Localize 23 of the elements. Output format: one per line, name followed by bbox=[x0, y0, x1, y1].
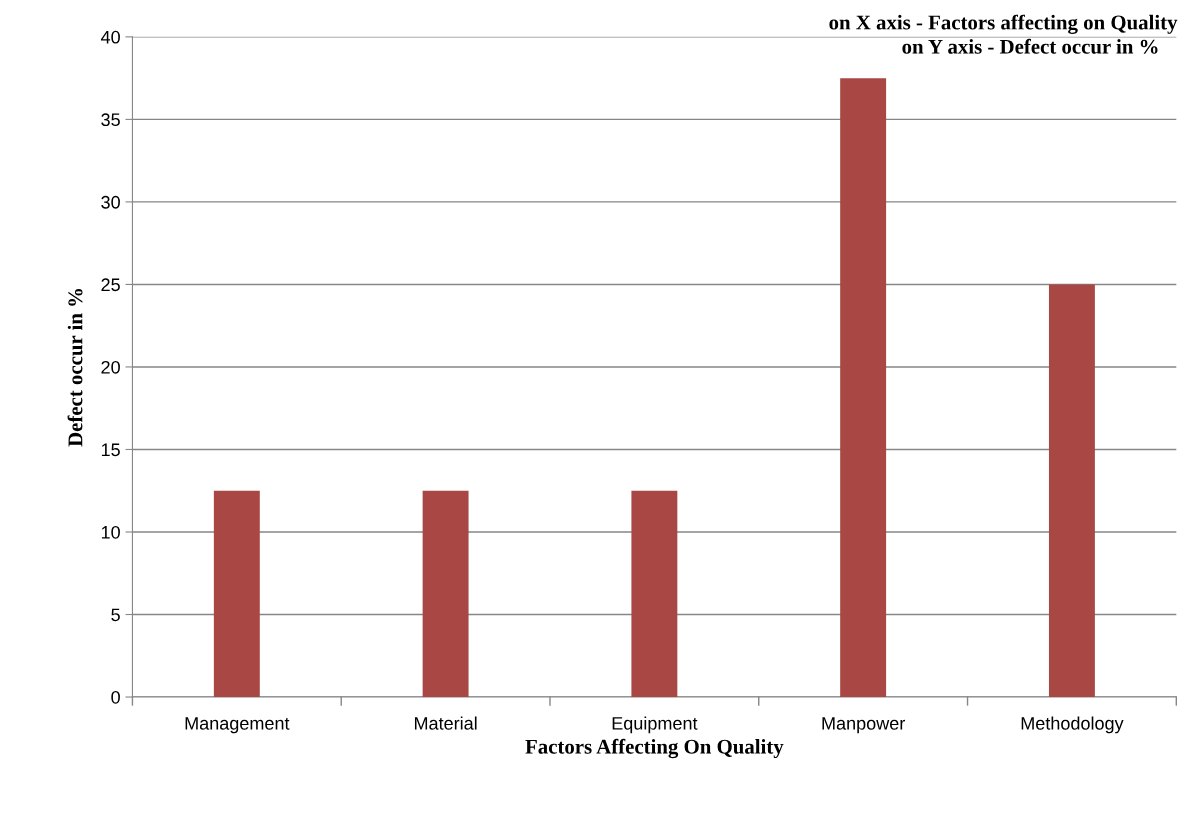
y-tick-label: 20 bbox=[101, 360, 120, 374]
y-tick-label: 10 bbox=[101, 525, 120, 539]
y-tick-label: 15 bbox=[101, 443, 120, 457]
y-tick-label: 30 bbox=[101, 195, 120, 209]
x-tick-label: Manpower bbox=[822, 717, 905, 734]
bar bbox=[213, 490, 260, 698]
y-tick-label: 40 bbox=[100, 30, 120, 44]
y-tick-label: 0 bbox=[111, 690, 120, 704]
text: on X axis - Factors affecting on Quality bbox=[829, 14, 1178, 34]
y-tick-label: 35 bbox=[101, 113, 120, 127]
bar bbox=[840, 78, 887, 698]
bar bbox=[422, 490, 469, 698]
x-tick-label: Methodology bbox=[1021, 716, 1124, 734]
y-axis-title: Defect occur in % bbox=[67, 288, 83, 447]
x-axis-title: Factors Affecting On Quality bbox=[525, 738, 784, 759]
bar bbox=[1048, 284, 1095, 698]
x-tick-label: Management bbox=[185, 717, 290, 734]
annotation: on Y axis - Defect occur in % bbox=[902, 38, 1158, 54]
x-tick-label: Material bbox=[414, 716, 477, 730]
bar bbox=[631, 490, 678, 698]
x-tick-label: Equipment bbox=[612, 716, 698, 734]
y-tick-label: 5 bbox=[111, 608, 120, 622]
y-tick-label: 25 bbox=[101, 278, 120, 292]
